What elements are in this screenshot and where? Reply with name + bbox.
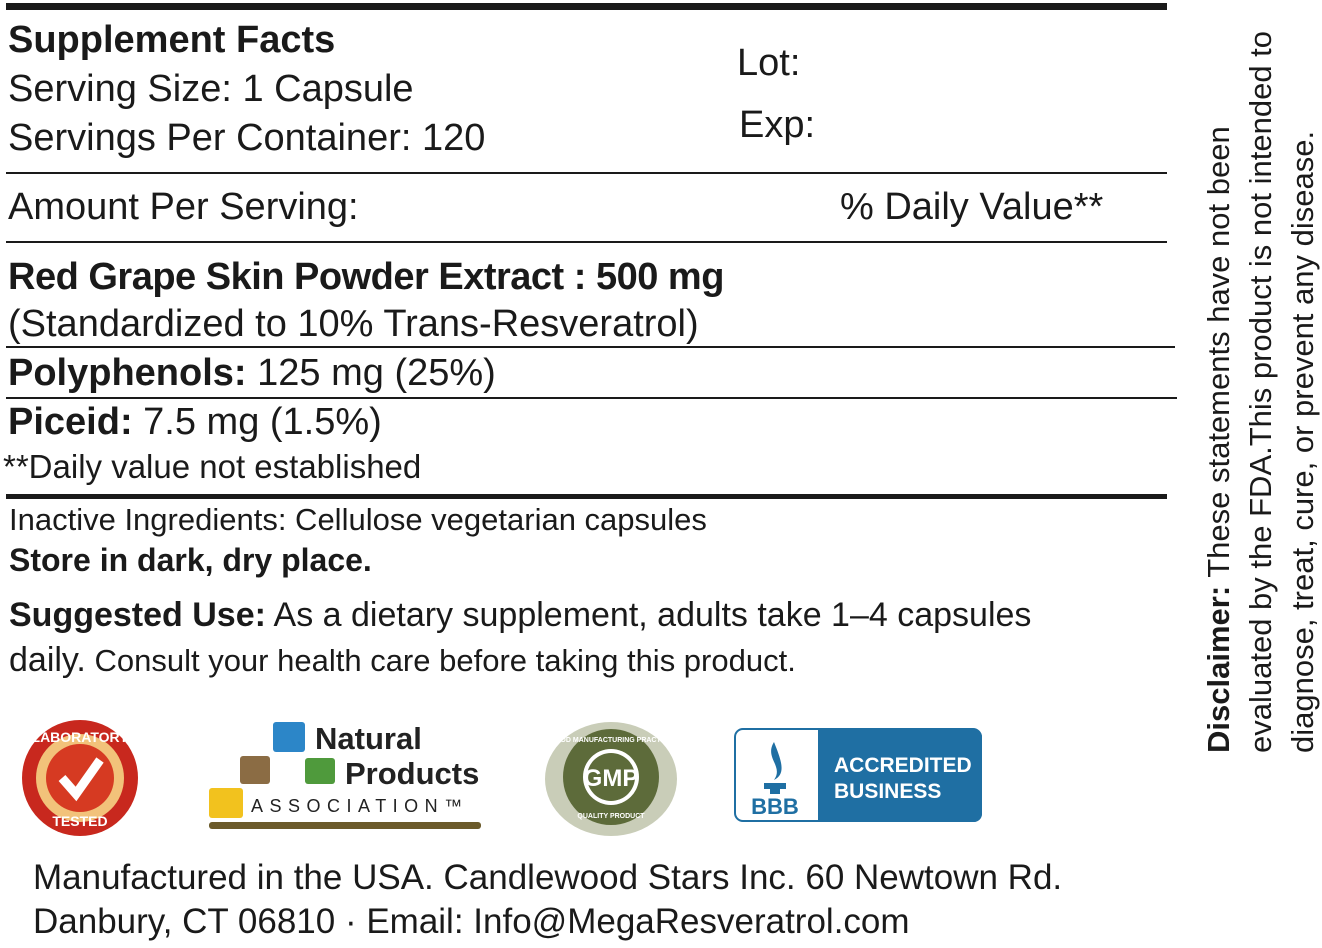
- serving-size: Serving Size: 1 Capsule: [8, 68, 414, 110]
- suggested-use: Suggested Use: As a dietary supplement, …: [9, 596, 1031, 635]
- suggested-use-label: Suggested Use:: [9, 596, 266, 634]
- npa-text: Natural: [315, 721, 422, 756]
- bbb-text: BUSINESS: [834, 780, 941, 803]
- exp-label: Exp:: [739, 104, 816, 146]
- divider: [6, 397, 1177, 399]
- lab-seal-text: TESTED: [52, 813, 107, 829]
- row-label: Piceid:: [8, 401, 133, 443]
- storage: Store in dark, dry place.: [9, 542, 372, 578]
- ingredient-name: Red Grape Skin Powder Extract : 500 mg: [8, 256, 724, 298]
- row-value: 125 mg (25%): [246, 352, 496, 394]
- disclaimer: Disclaimer: These statements have not be…: [1198, 18, 1322, 753]
- suggested-use-consult: Consult your health care before taking t…: [85, 643, 796, 678]
- lot-label: Lot:: [737, 42, 801, 84]
- amount-header: Amount Per Serving:: [8, 186, 359, 228]
- divider: [6, 241, 1167, 243]
- row-label: Polyphenols:: [8, 352, 247, 394]
- natural-products-association-logo: Natural Products ASSOCIATION™: [209, 721, 481, 829]
- inactive-ingredients: Inactive Ingredients: Cellulose vegetari…: [9, 502, 707, 537]
- footnote: **Daily value not established: [3, 448, 422, 485]
- bottom-thick-rule: [6, 494, 1167, 499]
- npa-text: ASSOCIATION™: [251, 796, 469, 816]
- servings-per-container: Servings Per Container: 120: [8, 117, 486, 159]
- footer-line-1: Manufactured in the USA. Candlewood Star…: [33, 858, 1063, 897]
- row-value: 7.5 mg (1.5%): [132, 401, 382, 443]
- facts-title: Supplement Facts: [8, 19, 336, 61]
- disclaimer-label: Disclaimer:: [1201, 585, 1236, 753]
- ingredient-note: (Standardized to 10% Trans-Resveratrol): [8, 303, 699, 345]
- npa-text: Products: [345, 756, 479, 791]
- divider: [6, 346, 1175, 348]
- bbb-text: ACCREDITED: [834, 754, 972, 777]
- footer-line-2: Danbury, CT 06810 · Email: Info@MegaResv…: [33, 902, 910, 941]
- piceid-row: Piceid: 7.5 mg (1.5%): [8, 400, 382, 444]
- dv-header: % Daily Value**: [840, 186, 1104, 228]
- polyphenols-row: Polyphenols: 125 mg (25%): [8, 351, 496, 395]
- gmp-seal: GMP GOOD MANUFACTURING PRACTICE QUALITY …: [545, 722, 677, 836]
- divider: [6, 172, 1167, 174]
- suggested-use-text: As a dietary supplement, adults take 1–4…: [265, 596, 1032, 634]
- gmp-text: QUALITY PRODUCT: [577, 813, 645, 820]
- lab-seal-text: LABORATORY: [32, 729, 130, 745]
- gmp-text: GMP: [584, 765, 639, 792]
- suggested-use-daily: daily.: [9, 641, 86, 679]
- laboratory-tested-seal: LABORATORY TESTED: [22, 720, 138, 836]
- top-thick-rule: [6, 3, 1167, 10]
- suggested-use-line2: daily. Consult your health care before t…: [9, 641, 796, 680]
- bbb-accredited-logo: BBB ACCREDITED BUSINESS: [734, 728, 982, 822]
- bbb-mark: BBB: [751, 794, 799, 819]
- gmp-text: GOOD MANUFACTURING PRACTICE: [550, 737, 673, 744]
